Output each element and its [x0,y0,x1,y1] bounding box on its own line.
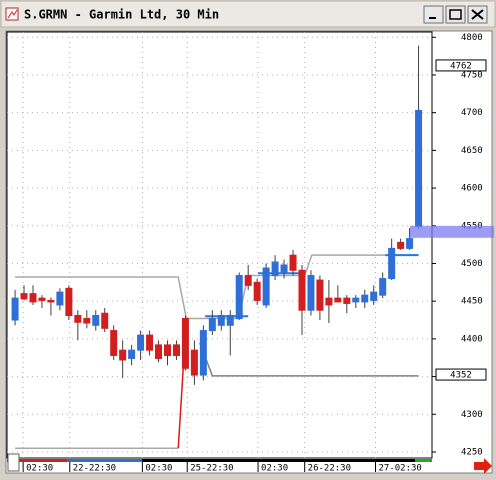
time-strip-blue [67,459,142,462]
candle-body [128,349,136,359]
candle-body [235,275,243,320]
time-strip [7,459,432,462]
candle-body [155,344,163,359]
candle-body [38,297,46,301]
candle-body [406,238,414,249]
candle-body [74,314,82,323]
y-tick-label: 4750 [461,70,483,80]
candle-body [190,349,198,376]
price-label-box [435,368,487,381]
scroll-arrow[interactable] [474,458,492,474]
candle-body [137,334,145,351]
title-bar [0,0,496,28]
time-strip-green [415,459,432,462]
maximize-button[interactable] [445,5,466,24]
candle-body [47,299,55,303]
candle-body [316,279,324,311]
scroll-thumb[interactable] [7,453,20,472]
close-glyph [471,9,484,20]
window-title: S.GRMN - Garmin Ltd, 30 Min [24,8,219,22]
candle-body [146,334,154,351]
candle-body [343,297,351,304]
time-strip-red [7,459,67,462]
minimize-button[interactable] [423,5,444,24]
y-tick-label: 4300 [461,410,483,420]
candle-body [298,269,306,311]
candle-body [119,349,127,361]
price-label: 4352 [450,371,472,381]
y-tick-label: 4650 [461,146,483,156]
candle-body [352,297,360,303]
candle-body [397,241,405,249]
candle-body [11,297,19,321]
x-tick-label: 27-02:30 [379,464,422,474]
candle-body [379,278,387,296]
candle-body [325,297,333,306]
candle-body [370,291,378,301]
candle-body [226,314,234,326]
candle-body [244,275,252,286]
candle-body [208,318,216,332]
y-tick-label: 4450 [461,297,483,307]
candle-body [289,254,297,271]
candle-body [181,318,189,369]
candle-body [101,312,109,329]
candle-body [199,330,207,376]
candle-body [172,344,180,356]
candle-body [307,275,315,311]
window-buttons [423,5,488,24]
x-tick-label: 02:30 [261,464,288,474]
candle-body [262,267,270,306]
plot: 4250430043504400445045004550460046504700… [7,32,487,474]
candle-body [65,287,73,316]
candle-body [92,314,100,326]
candle-body [56,291,64,306]
plot-area [6,31,433,459]
candle-body [83,318,91,324]
y-tick-label: 4250 [461,447,483,457]
candle-body [217,314,225,326]
price-label: 4762 [450,61,472,71]
candle-body [110,330,118,356]
app-icon-glyph [7,9,18,19]
candle-body [20,293,28,300]
x-tick-label: 02:30 [145,464,172,474]
indicator-line [15,254,419,320]
candle-body [388,247,396,280]
y-tick-label: 4700 [461,108,483,118]
y-tick-label: 4400 [461,334,483,344]
candle-body [163,344,171,356]
candle-body [361,294,369,303]
candle-body [29,293,37,303]
x-tick-label: 26-22:30 [308,464,351,474]
candle-body [253,281,261,301]
y-tick-label: 4500 [461,259,483,269]
price-label-box [435,59,487,72]
candle-body [334,297,342,303]
candle-body [280,264,288,274]
price-marker [410,225,494,238]
y-tick-label: 4600 [461,184,483,194]
app-icon [5,7,19,21]
x-tick-label: 22-22:30 [73,464,116,474]
y-tick-label: 4800 [461,33,483,43]
x-tick-label: 25-22:30 [190,464,233,474]
maximize-glyph [449,9,462,20]
x-tick-label: 02:30 [26,464,53,474]
candle-body [271,261,279,277]
candle-body [415,109,423,228]
